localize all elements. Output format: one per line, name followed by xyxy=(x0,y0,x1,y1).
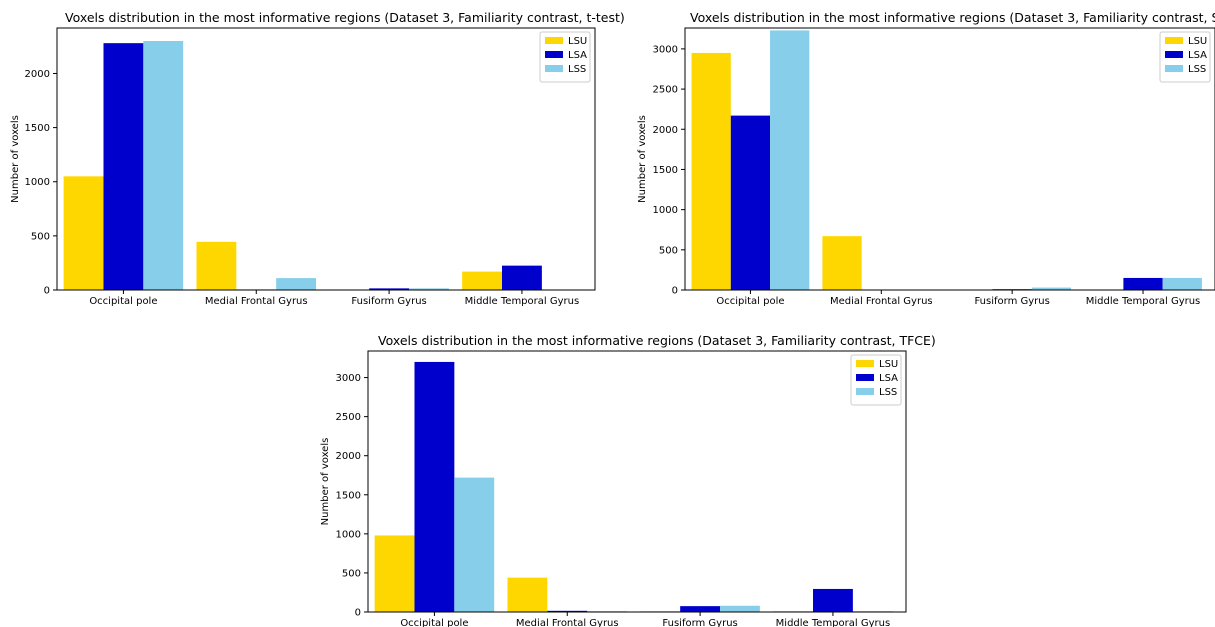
bar-lss-0 xyxy=(454,477,495,612)
legend-swatch-lsu xyxy=(1165,37,1183,44)
y-tick-label: 3000 xyxy=(653,44,678,55)
legend-swatch-lss xyxy=(856,388,874,395)
legend-label-lsu: LSU xyxy=(1188,36,1207,47)
legend-swatch-lsa xyxy=(856,374,874,381)
legend-swatch-lsu xyxy=(856,360,874,367)
bar-lsu-1 xyxy=(507,577,548,612)
legend-label-lss: LSS xyxy=(879,387,897,398)
legend-label-lsu: LSU xyxy=(568,36,587,47)
bar-lsa-0 xyxy=(730,115,771,290)
x-tick-label: Fusiform Gyrus xyxy=(351,296,426,307)
y-tick-label: 1000 xyxy=(653,205,678,216)
x-tick-label: Middle Temporal Gyrus xyxy=(776,618,891,627)
y-tick-label: 500 xyxy=(659,245,678,256)
chart-tfce: Voxels distribution in the most informat… xyxy=(305,326,936,627)
legend-label-lsu: LSU xyxy=(879,359,898,370)
legend-label-lss: LSS xyxy=(1188,64,1206,75)
bar-lsa-2 xyxy=(369,288,410,290)
y-axis-label: Number of voxels xyxy=(10,115,21,203)
x-tick-label: Middle Temporal Gyrus xyxy=(465,296,580,307)
y-tick-label: 1000 xyxy=(25,177,50,188)
legend-label-lsa: LSA xyxy=(568,50,587,61)
legend-swatch-lsu xyxy=(545,37,563,44)
chart-title: Voxels distribution in the most informat… xyxy=(378,333,936,348)
x-tick-label: Occipital pole xyxy=(716,296,784,307)
y-tick-label: 2500 xyxy=(653,85,678,96)
x-tick-label: Middle Temporal Gyrus xyxy=(1086,296,1201,307)
bar-lsa-2 xyxy=(680,606,721,612)
y-tick-label: 1500 xyxy=(653,165,678,176)
bar-lsa-0 xyxy=(414,361,455,612)
chart-plot: 0 500 1000 1500 2000 2500 3000 Occipital pole Me… xyxy=(320,350,907,627)
y-tick-label: 0 xyxy=(44,286,50,297)
y-tick-label: 0 xyxy=(355,608,361,619)
bar-lsa-3 xyxy=(502,265,542,290)
y-axis-label: Number of voxels xyxy=(320,438,331,526)
bar-lss-0 xyxy=(770,30,810,291)
plot-frame xyxy=(684,27,1215,291)
plot-frame xyxy=(56,27,596,291)
bar-lsu-1 xyxy=(196,241,237,290)
x-tick-label: Medial Frontal Gyrus xyxy=(830,296,933,307)
bar-lsa-1 xyxy=(547,610,588,612)
x-tick-label: Occipital pole xyxy=(400,618,468,627)
y-tick-label: 2500 xyxy=(336,412,361,423)
bar-lss-2 xyxy=(409,288,449,290)
y-axis-label: Number of voxels xyxy=(637,115,648,203)
y-tick-label: 2000 xyxy=(336,451,361,462)
x-tick-label: Occipital pole xyxy=(89,296,157,307)
bar-lss-2 xyxy=(720,605,760,612)
bar-lsu-0 xyxy=(63,176,104,290)
x-tick-label: Medial Frontal Gyrus xyxy=(516,618,619,627)
bar-lsa-0 xyxy=(103,43,144,290)
bar-lss-3 xyxy=(1162,277,1202,290)
y-tick-label: 1500 xyxy=(336,490,361,501)
chart-stelzer: Voxels distribution in the most informat… xyxy=(620,0,1215,312)
bar-lsu-3 xyxy=(462,271,503,290)
chart-plot: 0 500 1000 1500 2000 2500 3000 Occipital pole Me… xyxy=(637,27,1215,307)
bar-lss-2 xyxy=(1031,287,1072,290)
plot-frame xyxy=(367,350,907,613)
y-tick-label: 500 xyxy=(342,568,361,579)
chart-title: Voxels distribution in the most informat… xyxy=(65,10,625,25)
y-tick-label: 1500 xyxy=(25,123,50,134)
bar-lss-1 xyxy=(276,278,317,290)
bar-lsa-3 xyxy=(813,588,853,612)
legend-label-lss: LSS xyxy=(568,64,586,75)
y-tick-label: 2000 xyxy=(653,125,678,136)
legend-swatch-lss xyxy=(1165,65,1183,72)
legend-label-lsa: LSA xyxy=(879,373,898,384)
legend-swatch-lsa xyxy=(545,51,563,58)
chart-ttest: Voxels distribution in the most informat… xyxy=(0,0,625,312)
y-tick-label: 2000 xyxy=(25,69,50,80)
x-tick-label: Medial Frontal Gyrus xyxy=(205,296,308,307)
chart-plot: 0 500 1000 1500 2000 Occipital pole Medial Fro… xyxy=(10,27,596,307)
legend-swatch-lsa xyxy=(1165,51,1183,58)
chart-title: Voxels distribution in the most informat… xyxy=(690,10,1215,25)
y-tick-label: 0 xyxy=(672,286,678,297)
bar-lsu-1 xyxy=(822,236,862,290)
x-tick-label: Fusiform Gyrus xyxy=(662,618,737,627)
y-tick-label: 3000 xyxy=(336,373,361,384)
bar-lsa-3 xyxy=(1123,277,1163,290)
bar-lsu-0 xyxy=(374,535,415,612)
x-tick-label: Fusiform Gyrus xyxy=(974,296,1049,307)
legend-label-lsa: LSA xyxy=(1188,50,1207,61)
y-tick-label: 500 xyxy=(31,231,50,242)
bar-lsu-0 xyxy=(691,52,731,291)
y-tick-label: 1000 xyxy=(336,529,361,540)
bar-lss-0 xyxy=(143,40,184,291)
legend-swatch-lss xyxy=(545,65,563,72)
